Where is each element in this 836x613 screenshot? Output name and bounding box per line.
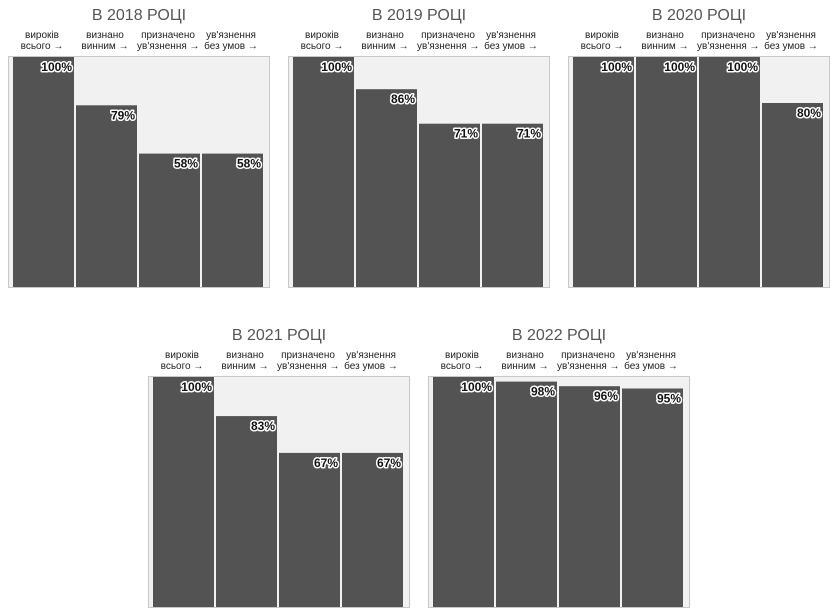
- category-label: ув'язнення без умов →: [764, 30, 818, 52]
- plot-area: 100% 100% 100% 80%: [568, 56, 830, 288]
- bar: [762, 103, 823, 287]
- bar: [482, 123, 543, 287]
- category-label: визнано винним →: [501, 350, 549, 372]
- category-label: призначено ув'язнення →: [557, 350, 620, 372]
- category-label: призначено ув'язнення →: [137, 30, 200, 52]
- bar-value-label: 58%: [237, 157, 261, 171]
- category-label: вироків всього →: [580, 30, 624, 52]
- bar-value-label: 95%: [657, 392, 681, 406]
- bar: [636, 57, 697, 287]
- bar: [559, 386, 620, 607]
- bar-value-label: 100%: [727, 60, 758, 74]
- bar: [573, 57, 634, 287]
- bars-svg: 100% 83% 67% 67%: [153, 377, 403, 607]
- chart-title: В 2020 РОЦІ: [651, 7, 747, 24]
- bar-value-label: 80%: [797, 106, 821, 120]
- chart-2020: В 2020 РОЦІ вироків всього → визнано винни…: [568, 6, 830, 288]
- bar-value-label: 100%: [41, 60, 72, 74]
- bar-value-label: 83%: [251, 419, 275, 433]
- bar: [279, 452, 340, 607]
- chart-2018: В 2018 РОЦІ вироків всього → визнано винни…: [8, 6, 270, 288]
- bar-value-label: 98%: [531, 385, 555, 399]
- category-label: ув'язнення без умов →: [344, 350, 398, 372]
- category-label: вироків всього →: [440, 350, 484, 372]
- bars-svg: 100% 100% 100% 80%: [573, 57, 823, 287]
- bar-value-label: 100%: [601, 60, 632, 74]
- bars-svg: 100% 98% 96% 95%: [433, 377, 683, 607]
- bar: [433, 377, 494, 607]
- bar-value-label: 96%: [594, 389, 618, 403]
- plot-area: 100% 83% 67% 67%: [148, 376, 410, 608]
- chart-title: В 2019 РОЦІ: [371, 7, 467, 24]
- category-label: ув'язнення без умов →: [484, 30, 538, 52]
- category-label: призначено ув'язнення →: [697, 30, 760, 52]
- category-label: вироків всього →: [160, 350, 204, 372]
- bar: [622, 388, 683, 607]
- bar-value-label: 100%: [664, 60, 695, 74]
- category-label: вироків всього →: [300, 30, 344, 52]
- chart-title: В 2018 РОЦІ: [91, 7, 187, 24]
- bar: [202, 153, 263, 287]
- bar: [139, 153, 200, 287]
- category-label: ув'язнення без умов →: [204, 30, 258, 52]
- bar: [216, 416, 277, 607]
- bar-value-label: 67%: [314, 456, 338, 470]
- category-label: ув'язнення без умов →: [624, 350, 678, 372]
- chart-title: В 2021 РОЦІ: [231, 327, 327, 344]
- bar-value-label: 58%: [174, 157, 198, 171]
- chart-2021: В 2021 РОЦІ вироків всього → визнано винни…: [148, 326, 410, 608]
- category-label: визнано винним →: [641, 30, 689, 52]
- bar-value-label: 100%: [321, 60, 352, 74]
- bars-svg: 100% 79% 58% 58%: [13, 57, 263, 287]
- bar: [496, 381, 557, 607]
- bars-svg: 100% 86% 71% 71%: [293, 57, 543, 287]
- bar: [293, 57, 354, 287]
- category-label: визнано винним →: [221, 350, 269, 372]
- bar: [699, 57, 760, 287]
- bar: [76, 105, 137, 287]
- bar-value-label: 86%: [391, 92, 415, 106]
- chart-2022: В 2022 РОЦІ вироків всього → визнано винни…: [428, 326, 690, 608]
- bar: [356, 89, 417, 287]
- bar-value-label: 100%: [181, 380, 212, 394]
- bar: [419, 123, 480, 287]
- category-label: призначено ув'язнення →: [277, 350, 340, 372]
- bar-value-label: 71%: [517, 127, 541, 141]
- bar-value-label: 79%: [111, 108, 135, 122]
- category-label: визнано винним →: [361, 30, 409, 52]
- bar: [13, 57, 74, 287]
- bar-value-label: 67%: [377, 456, 401, 470]
- category-label: визнано винним →: [81, 30, 129, 52]
- plot-area: 100% 86% 71% 71%: [288, 56, 550, 288]
- chart-title: В 2022 РОЦІ: [511, 327, 607, 344]
- bar: [342, 452, 403, 607]
- bar: [153, 377, 214, 607]
- bar-value-label: 71%: [454, 127, 478, 141]
- plot-area: 100% 79% 58% 58%: [8, 56, 270, 288]
- chart-2019: В 2019 РОЦІ вироків всього → визнано винни…: [288, 6, 550, 288]
- plot-area: 100% 98% 96% 95%: [428, 376, 690, 608]
- bar-value-label: 100%: [461, 380, 492, 394]
- category-label: призначено ув'язнення →: [417, 30, 480, 52]
- category-label: вироків всього →: [20, 30, 64, 52]
